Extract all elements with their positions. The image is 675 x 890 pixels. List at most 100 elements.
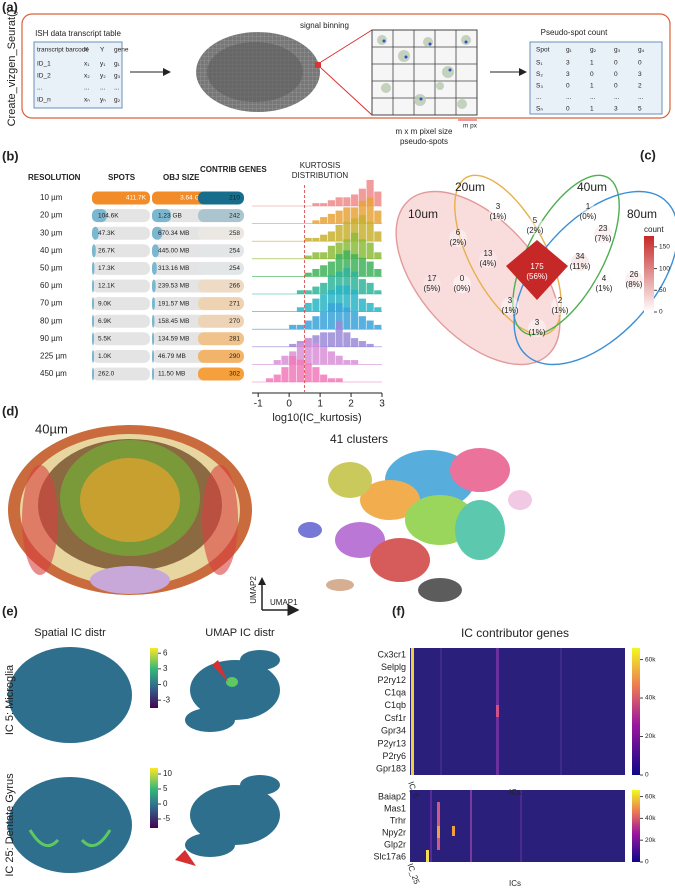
resolution: 225 µm <box>40 352 67 361</box>
table-cell: ... <box>100 85 106 92</box>
hist-bar <box>351 289 359 312</box>
genes-label: 242 <box>229 212 240 219</box>
region-percent: (0%) <box>580 212 597 221</box>
size-label: 11.50 MB <box>158 371 185 378</box>
region-count: 4 <box>602 274 607 283</box>
hist-bar <box>320 282 328 294</box>
hist-bar <box>374 210 382 224</box>
column-header: CONTRIB GENES <box>200 165 267 174</box>
spots-label: 1.0K <box>98 353 112 360</box>
table-cell: 0 <box>614 60 618 67</box>
zoom-spot <box>315 62 321 68</box>
table-cell: g₂ <box>114 97 121 104</box>
region-percent: (11%) <box>570 262 591 271</box>
venn-set <box>512 174 620 336</box>
colorbar-label: 20k <box>645 733 656 740</box>
hist-bar <box>296 342 305 365</box>
hist-bar <box>374 231 382 242</box>
pixel-caption: m x m pixel size <box>396 127 453 136</box>
genes-label: 302 <box>229 371 240 378</box>
size-bar <box>152 332 155 346</box>
brain-clusters <box>8 425 252 595</box>
table-cell: ... <box>590 94 596 101</box>
venn-region <box>453 275 471 293</box>
genes-bar <box>198 279 244 293</box>
x-tick-label: 2 <box>348 399 354 410</box>
zoom-grid <box>371 29 478 116</box>
table-header: Y <box>100 47 105 54</box>
hist-bar <box>351 207 359 224</box>
hist-bar <box>304 338 312 365</box>
heatmap-bottom <box>410 790 625 862</box>
colorbar-title: count <box>644 225 664 234</box>
table-cell: xₙ <box>84 97 90 104</box>
bar-bg <box>152 261 208 275</box>
panel-label: (e) <box>2 603 18 618</box>
umap-title: UMAP IC distr <box>205 627 275 639</box>
hist-bar <box>327 245 335 259</box>
region-count: 13 <box>484 249 493 258</box>
spots-label: 5.5K <box>98 336 112 343</box>
hist-bar <box>366 282 374 294</box>
venn-region <box>625 271 643 289</box>
region-percent: (2%) <box>450 238 467 247</box>
genes-bar <box>198 261 244 275</box>
hist-bar <box>366 221 374 242</box>
table-cell: ID_n <box>37 97 51 104</box>
region-count: 5 <box>533 216 538 225</box>
table-header: transcript barcode <box>37 47 89 54</box>
table-cell: x₂ <box>84 73 90 80</box>
hist-bar <box>358 257 366 277</box>
table-cell: 0 <box>590 71 594 78</box>
hist-bar <box>320 265 328 277</box>
colorbar-label: 3 <box>163 664 168 673</box>
resolution: 70 µm <box>40 299 63 308</box>
spots-bar <box>92 261 95 275</box>
size-label: 46.79 MB <box>158 353 186 360</box>
venn-set <box>454 174 562 336</box>
hist-bar <box>304 272 312 277</box>
hist-bar <box>343 268 351 294</box>
table-header: X <box>84 47 89 54</box>
brain-tissue <box>207 42 303 102</box>
region-percent: (1%) <box>552 306 569 315</box>
function-name: Create_vizgen_Seurat() <box>6 10 18 127</box>
set-label: 20um <box>455 180 485 194</box>
genes-label: 254 <box>229 248 240 255</box>
venn-region <box>423 275 441 293</box>
pseudo-caption: pseudo-spots <box>400 137 448 146</box>
size-bar <box>152 314 155 328</box>
resolution: 450 µm <box>40 369 67 378</box>
count-title: Pseudo-spot count <box>541 28 608 37</box>
bar-bg <box>152 279 208 293</box>
hist-bar <box>343 197 351 206</box>
genes-label: 290 <box>229 353 240 360</box>
hist-bar <box>304 237 312 242</box>
genes-bar <box>198 367 244 381</box>
venn-region <box>449 229 467 247</box>
colorbar-label: 50 <box>659 287 667 294</box>
resolution: 90 µm <box>40 334 63 343</box>
hist-bar <box>304 255 312 259</box>
table-cell: 1 <box>590 83 594 90</box>
hist-bar <box>327 289 335 312</box>
gene-label: Glp2r <box>384 839 406 849</box>
colorbar <box>632 790 640 862</box>
hist-bar <box>343 285 351 312</box>
hist-bar <box>327 378 335 382</box>
size-bar <box>152 226 163 240</box>
bar-bg <box>92 332 150 346</box>
x-label: ICs <box>509 879 521 888</box>
venn-region <box>526 217 544 235</box>
set-label: 10um <box>408 207 438 221</box>
hist-bar <box>327 200 335 206</box>
gene-label: C1qa <box>384 687 406 697</box>
table-cell: ID_1 <box>37 61 51 68</box>
size-label: 1.23 GB <box>158 212 182 219</box>
genes-label: 266 <box>229 283 240 290</box>
venn-region <box>489 203 507 221</box>
hist-bar <box>312 367 320 382</box>
hist-bar <box>312 252 320 259</box>
hist-bar <box>327 332 335 347</box>
size-label: 445.00 MB <box>158 248 189 255</box>
